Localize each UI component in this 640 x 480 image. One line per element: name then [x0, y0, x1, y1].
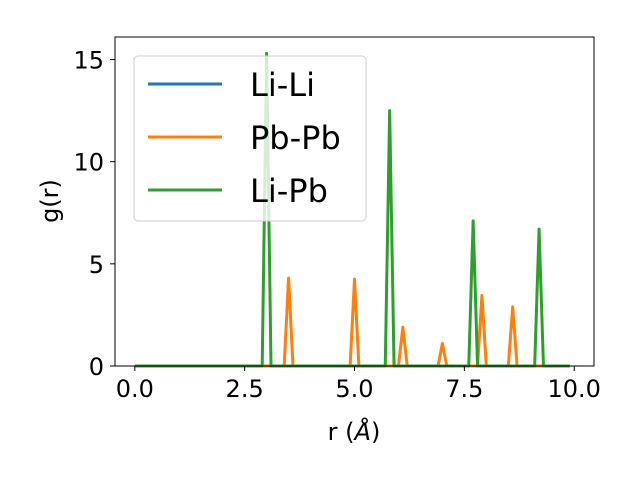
x-tick-label: 5.0	[335, 375, 373, 403]
y-tick-label: 15	[73, 46, 104, 74]
x-tick-label: 0.0	[116, 375, 154, 403]
x-tick-label: 2.5	[226, 375, 264, 403]
x-axis-label: r (Å)	[328, 417, 381, 446]
x-tick-label: 10.0	[548, 375, 601, 403]
y-axis-label: g(r)	[36, 179, 64, 223]
legend-entries: Li-Li Pb-Pb Li-Pb	[148, 66, 341, 210]
x-axis-ticks: 0.0 2.5 5.0 7.5 10.0	[116, 366, 601, 403]
legend-frame	[133, 55, 367, 222]
legend-label-li-pb: Li-Pb	[250, 172, 328, 210]
y-axis-ticks: 0 5 10 15	[73, 46, 115, 381]
y-tick-label: 10	[73, 149, 104, 177]
legend-label-pb-pb: Pb-Pb	[250, 119, 341, 157]
legend: Li-Li Pb-Pb Li-Pb	[133, 55, 367, 222]
x-tick-label: 7.5	[445, 375, 483, 403]
legend-label-li-li: Li-Li	[250, 66, 315, 104]
y-tick-label: 0	[89, 353, 104, 381]
y-tick-label: 5	[89, 251, 104, 279]
